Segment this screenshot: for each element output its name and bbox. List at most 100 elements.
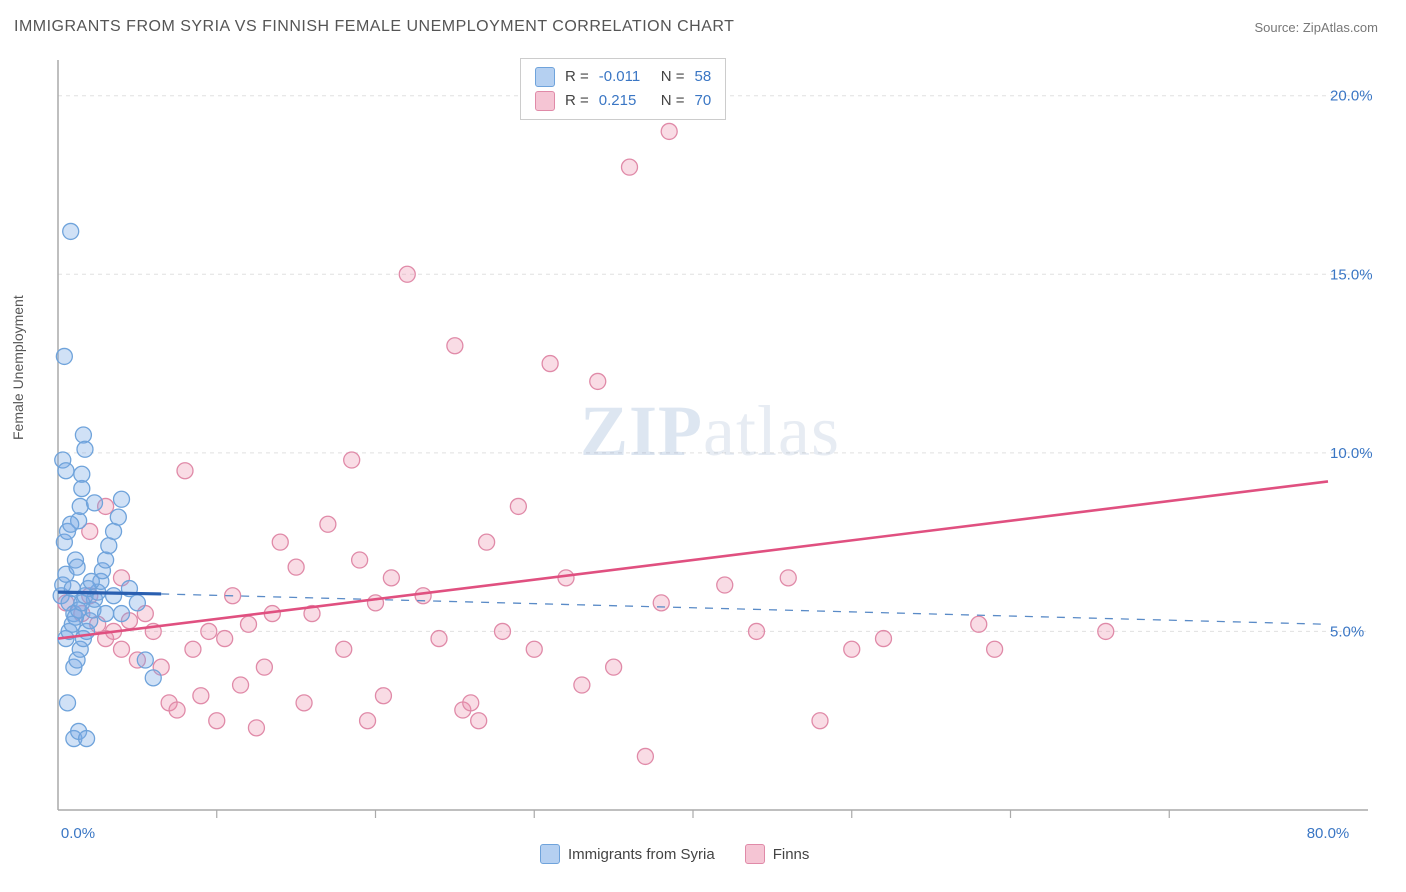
x-tick-label: 80.0%	[1307, 825, 1350, 840]
scatter-point	[542, 356, 558, 372]
scatter-point	[58, 463, 74, 479]
scatter-point	[510, 498, 526, 514]
legend-item: Immigrants from Syria	[540, 844, 715, 864]
scatter-point	[217, 631, 233, 647]
scatter-point	[352, 552, 368, 568]
scatter-point	[201, 623, 217, 639]
scatter-point	[399, 266, 415, 282]
scatter-point	[241, 616, 257, 632]
trend-line-extrapolated	[161, 594, 1328, 624]
scatter-point	[653, 595, 669, 611]
n-value: 58	[695, 65, 712, 89]
n-label: N =	[661, 89, 685, 113]
scatter-point	[383, 570, 399, 586]
scatter-point	[272, 534, 288, 550]
r-value: -0.011	[599, 65, 651, 89]
legend-swatch	[745, 844, 765, 864]
scatter-point	[145, 670, 161, 686]
scatter-point	[526, 641, 542, 657]
scatter-point	[114, 606, 130, 622]
source-attribution: Source: ZipAtlas.com	[1254, 20, 1378, 35]
x-tick-label: 0.0%	[61, 825, 95, 840]
scatter-point	[479, 534, 495, 550]
scatter-point	[717, 577, 733, 593]
legend-row: R = 0.215 N = 70	[535, 89, 711, 113]
scatter-point	[87, 495, 103, 511]
scatter-point	[749, 623, 765, 639]
scatter-point	[169, 702, 185, 718]
scatter-point	[574, 677, 590, 693]
y-tick-label: 15.0%	[1330, 266, 1373, 283]
scatter-point	[344, 452, 360, 468]
scatter-point	[320, 516, 336, 532]
scatter-point	[69, 559, 85, 575]
scatter-point	[74, 466, 90, 482]
scatter-point	[447, 338, 463, 354]
scatter-point	[495, 623, 511, 639]
scatter-point	[129, 595, 145, 611]
scatter-point	[780, 570, 796, 586]
source-prefix: Source:	[1254, 20, 1302, 35]
scatter-point	[101, 538, 117, 554]
scatter-point	[375, 688, 391, 704]
legend-label: Finns	[773, 846, 810, 863]
scatter-point	[844, 641, 860, 657]
scatter-point	[56, 348, 72, 364]
scatter-point	[248, 720, 264, 736]
chart-container: IMMIGRANTS FROM SYRIA VS FINNISH FEMALE …	[0, 0, 1406, 892]
y-tick-label: 20.0%	[1330, 88, 1373, 105]
scatter-point	[661, 123, 677, 139]
y-tick-label: 5.0%	[1330, 623, 1364, 640]
scatter-point	[74, 481, 90, 497]
source-value: ZipAtlas.com	[1303, 20, 1378, 35]
scatter-point	[209, 713, 225, 729]
scatter-point	[368, 595, 384, 611]
scatter-point	[431, 631, 447, 647]
scatter-point	[296, 695, 312, 711]
legend-swatch	[540, 844, 560, 864]
r-value: 0.215	[599, 89, 651, 113]
scatter-point	[98, 606, 114, 622]
scatter-point	[1098, 623, 1114, 639]
scatter-point	[110, 509, 126, 525]
scatter-point	[193, 688, 209, 704]
scatter-point	[288, 559, 304, 575]
scatter-point	[463, 695, 479, 711]
y-tick-label: 10.0%	[1330, 445, 1373, 462]
correlation-legend: R = -0.011 N = 58 R = 0.215 N = 70	[520, 58, 726, 120]
scatter-point	[812, 713, 828, 729]
scatter-point	[622, 159, 638, 175]
scatter-point	[63, 516, 79, 532]
scatter-point	[590, 373, 606, 389]
scatter-point	[987, 641, 1003, 657]
scatter-point	[106, 523, 122, 539]
legend-label: Immigrants from Syria	[568, 846, 715, 863]
scatter-point	[114, 491, 130, 507]
scatter-point	[971, 616, 987, 632]
scatter-point	[185, 641, 201, 657]
scatter-point	[83, 573, 99, 589]
r-label: R =	[565, 65, 589, 89]
n-value: 70	[695, 89, 712, 113]
scatter-point	[137, 652, 153, 668]
scatter-chart: 5.0% 10.0% 15.0% 20.0% 0.0% 80.0%	[48, 50, 1384, 840]
scatter-point	[106, 588, 122, 604]
y-axis-label: Female Unemployment	[10, 295, 26, 440]
n-label: N =	[661, 65, 685, 89]
scatter-point	[75, 427, 91, 443]
scatter-point	[72, 498, 88, 514]
scatter-point	[637, 748, 653, 764]
scatter-point	[114, 641, 130, 657]
scatter-point	[606, 659, 622, 675]
trend-line	[58, 481, 1328, 638]
legend-swatch	[535, 91, 555, 111]
chart-title: IMMIGRANTS FROM SYRIA VS FINNISH FEMALE …	[14, 18, 734, 36]
scatter-point	[233, 677, 249, 693]
r-label: R =	[565, 89, 589, 113]
scatter-point	[60, 695, 76, 711]
scatter-point	[336, 641, 352, 657]
scatter-point	[256, 659, 272, 675]
scatter-point	[98, 552, 114, 568]
scatter-point	[360, 713, 376, 729]
scatter-point	[77, 441, 93, 457]
